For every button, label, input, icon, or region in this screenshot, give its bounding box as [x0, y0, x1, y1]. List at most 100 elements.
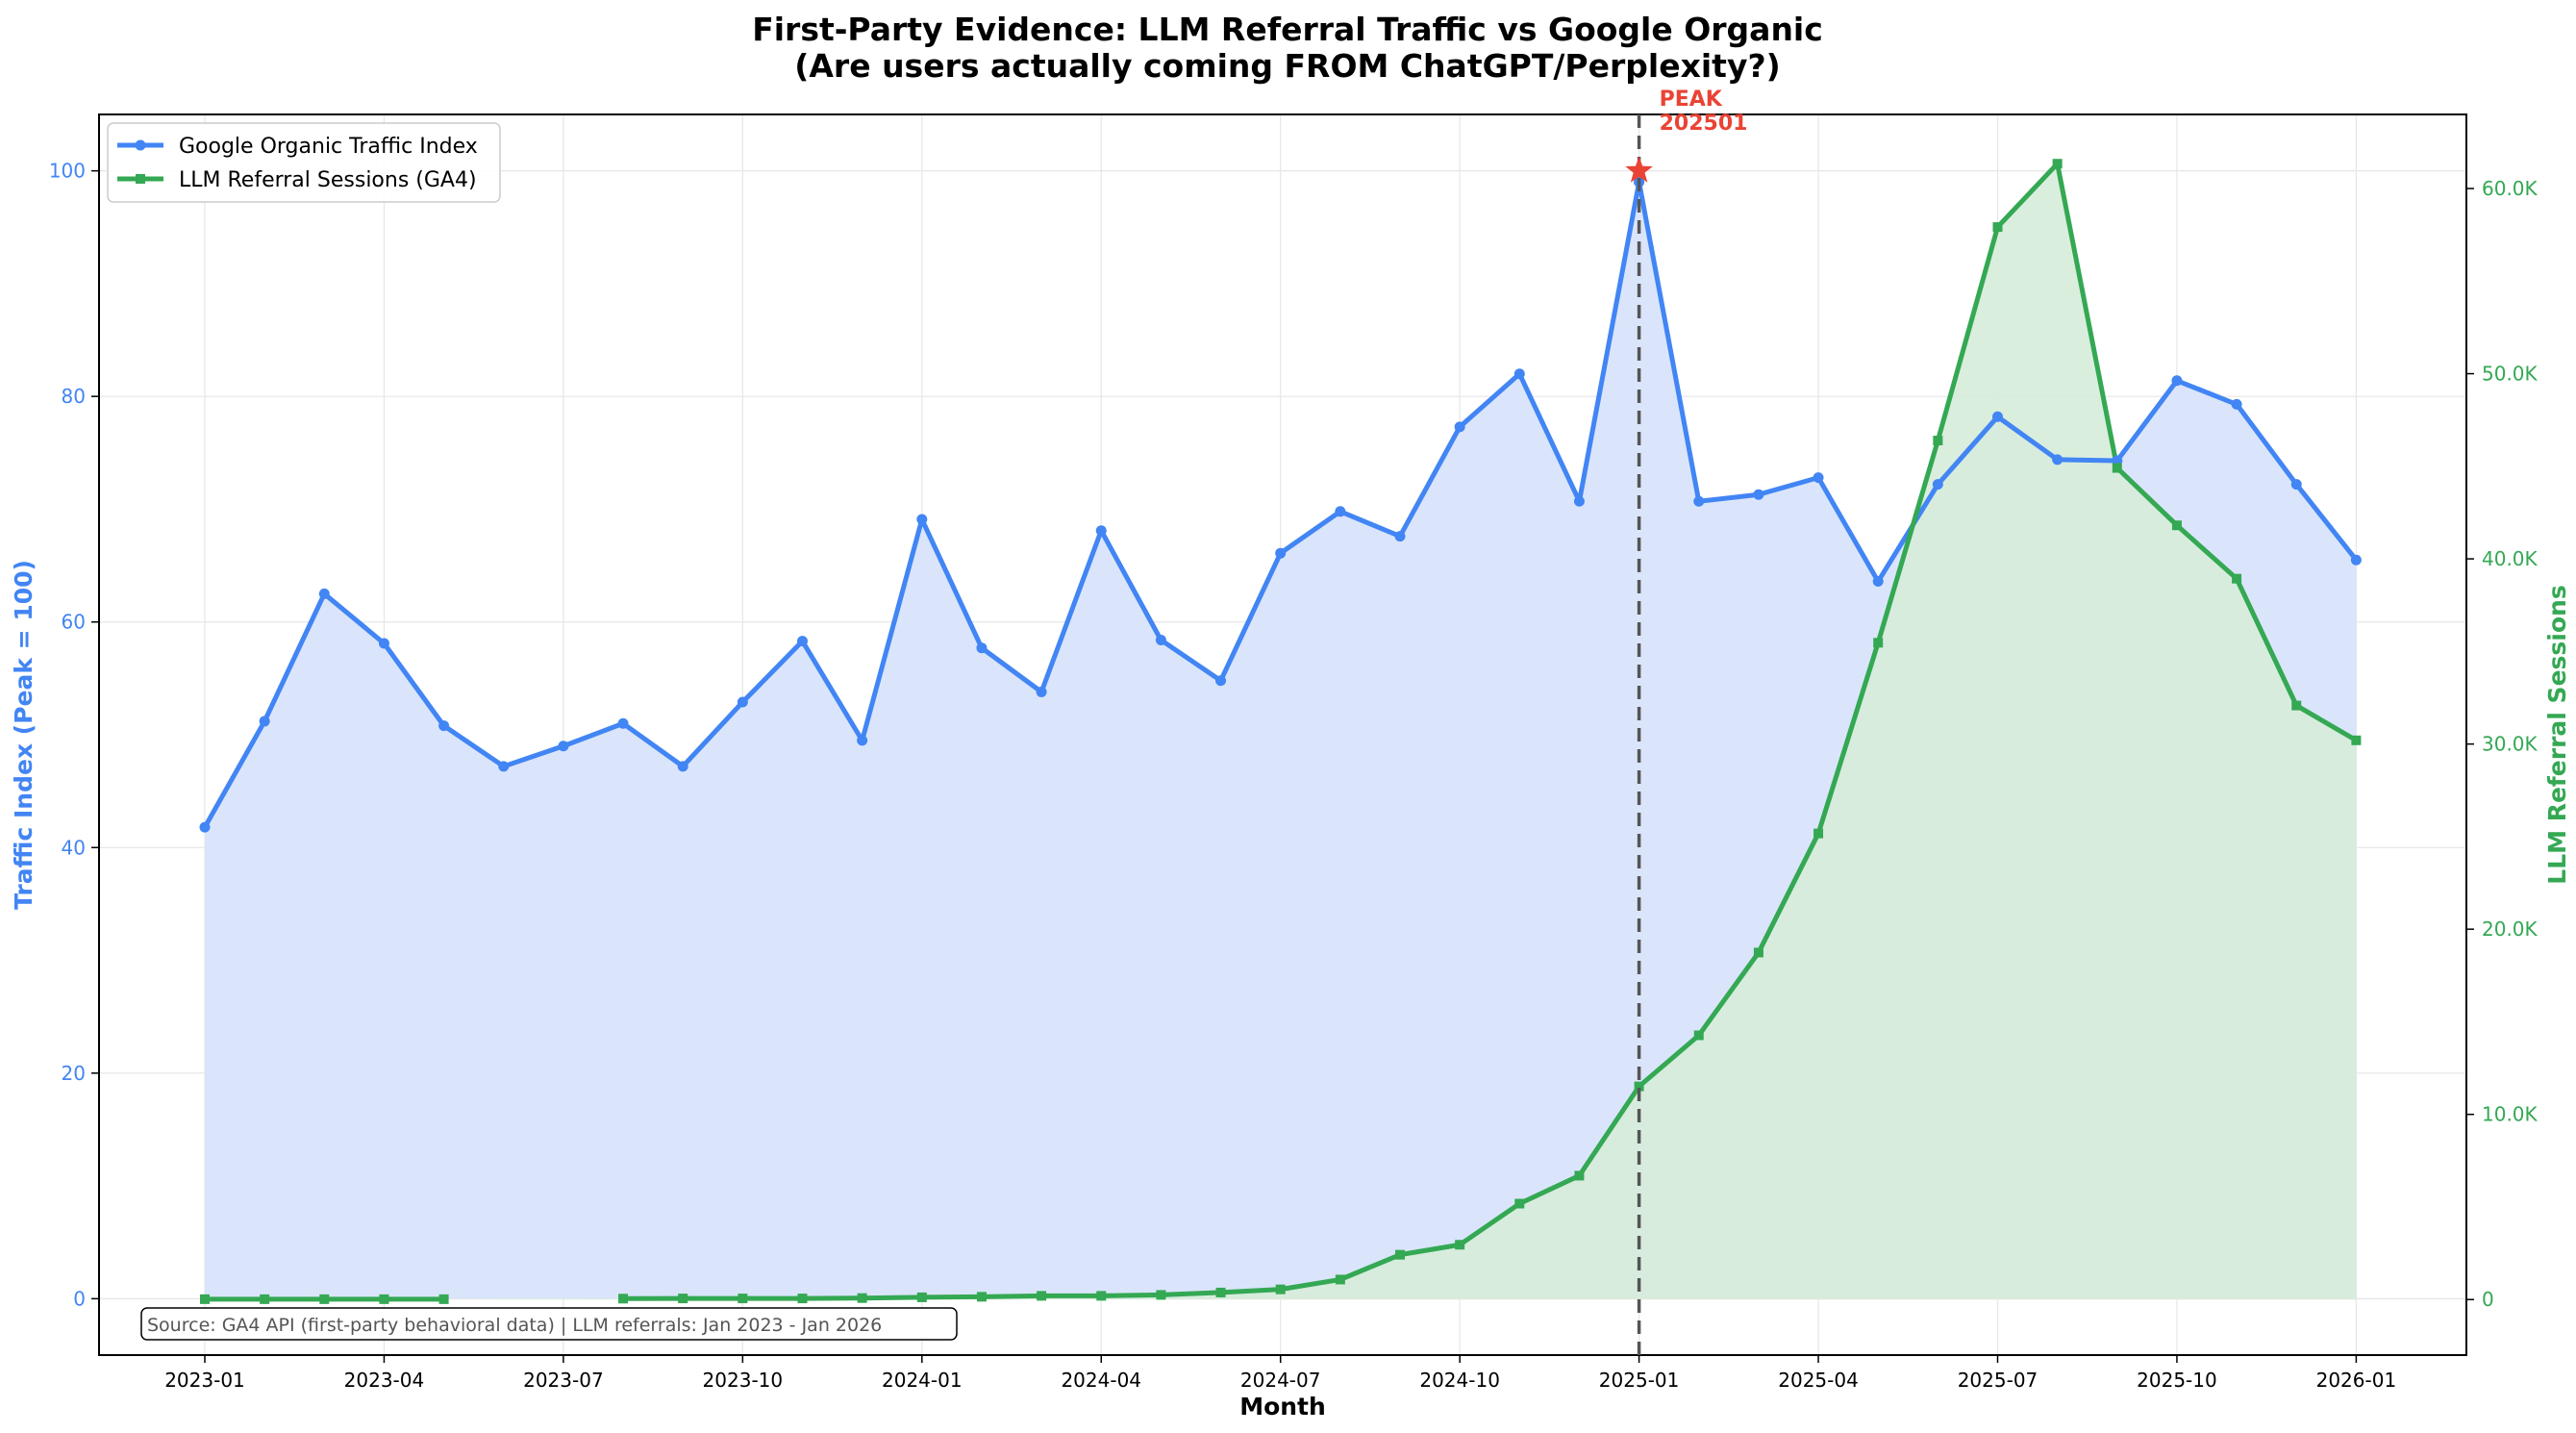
data-point-0: [498, 761, 510, 772]
data-point-1: [1634, 1081, 1644, 1092]
data-point-0: [438, 720, 450, 732]
y-left-tick-label: 60: [62, 611, 86, 634]
y-left-tick-label: 20: [62, 1062, 86, 1085]
data-point-1: [2052, 159, 2063, 169]
data-point-1: [379, 1294, 389, 1304]
data-point-1: [2112, 463, 2122, 473]
y-right-axis-label: LLM Referral Sessions: [2543, 585, 2571, 884]
data-point-1: [1037, 1291, 1047, 1301]
data-point-0: [1095, 525, 1107, 537]
data-point-1: [797, 1294, 808, 1304]
data-point-0: [199, 821, 211, 833]
data-point-0: [916, 514, 928, 525]
data-point-0: [1215, 675, 1227, 687]
x-tick-label: 2024-10: [1419, 1369, 1500, 1392]
series-area-1: [205, 163, 2357, 1300]
y-left-axis-label: Traffic Index (Peak = 100): [10, 560, 38, 910]
data-point-0: [1813, 472, 1824, 484]
x-tick-label: 2026-01: [2316, 1369, 2397, 1392]
data-point-1: [319, 1294, 330, 1304]
data-point-0: [2290, 479, 2302, 490]
data-point-0: [1992, 411, 2003, 422]
data-point-1: [2291, 700, 2302, 711]
data-point-0: [1573, 495, 1585, 507]
x-tick-label: 2024-07: [1240, 1369, 1321, 1392]
data-point-0: [2052, 454, 2063, 465]
legend-marker-0: [135, 139, 146, 151]
data-point-1: [1574, 1170, 1585, 1181]
legend-box: [107, 122, 501, 203]
data-point-1: [200, 1294, 210, 1304]
x-tick-label: 2025-07: [1958, 1369, 2038, 1392]
data-point-0: [1872, 576, 1884, 588]
x-tick-label: 2025-10: [2137, 1369, 2217, 1392]
data-point-0: [1932, 479, 1943, 490]
data-point-0: [2231, 398, 2242, 410]
data-point-0: [1513, 368, 1525, 380]
data-point-1: [618, 1294, 629, 1304]
data-point-1: [916, 1292, 927, 1302]
data-point-1: [1275, 1284, 1286, 1295]
data-point-1: [1395, 1249, 1405, 1260]
y-right-tick-label: 60.0K: [2482, 177, 2538, 200]
data-point-0: [1335, 506, 1346, 517]
x-tick-label: 2023-07: [523, 1369, 604, 1392]
data-point-1: [260, 1294, 270, 1304]
data-point-1: [857, 1293, 867, 1303]
y-left-tick-label: 0: [73, 1287, 86, 1310]
data-point-1: [1992, 222, 2003, 233]
y-right-tick-label: 20.0K: [2482, 918, 2538, 941]
data-point-1: [976, 1292, 987, 1302]
chart-title: First-Party Evidence: LLM Referral Traff…: [752, 11, 1823, 48]
data-point-1: [2351, 735, 2362, 745]
data-point-0: [2171, 375, 2183, 387]
data-point-1: [1693, 1030, 1704, 1041]
data-point-1: [1096, 1291, 1107, 1301]
data-point-0: [1275, 547, 1287, 559]
source-note: Source: GA4 API (first-party behavioral …: [147, 1315, 882, 1336]
y-left-tick-label: 100: [49, 160, 86, 183]
data-point-0: [378, 638, 389, 649]
data-point-1: [1455, 1240, 1465, 1250]
data-point-0: [1394, 531, 1406, 542]
y-right-tick-label: 40.0K: [2482, 547, 2538, 570]
legend-label-1: LLM Referral Sessions (GA4): [179, 168, 477, 192]
peak-star-icon: [1625, 156, 1653, 183]
peak-label: 202501: [1660, 112, 1748, 136]
y-left-tick-label: 80: [62, 385, 86, 408]
data-point-0: [737, 696, 748, 708]
y-right-tick-label: 50.0K: [2482, 363, 2538, 386]
x-tick-label: 2024-04: [1061, 1369, 1141, 1392]
legend-marker-1: [136, 174, 145, 184]
data-point-1: [1335, 1274, 1345, 1285]
data-point-1: [1933, 436, 1943, 446]
data-point-0: [797, 636, 808, 647]
data-point-0: [617, 717, 629, 729]
data-point-0: [1155, 634, 1166, 645]
legend-label-0: Google Organic Traffic Index: [179, 135, 478, 159]
data-point-0: [1753, 489, 1764, 500]
source-note-box: [140, 1307, 958, 1341]
data-point-1: [1753, 947, 1763, 958]
x-tick-label: 2023-01: [164, 1369, 245, 1392]
data-point-1: [438, 1294, 449, 1304]
x-tick-label: 2023-10: [703, 1369, 784, 1392]
y-right-tick-label: 0: [2482, 1288, 2494, 1311]
data-point-0: [976, 642, 988, 654]
data-point-1: [678, 1294, 688, 1304]
data-point-1: [1873, 638, 1884, 648]
data-point-1: [738, 1294, 748, 1304]
x-tick-label: 2024-01: [882, 1369, 963, 1392]
data-point-1: [1813, 828, 1824, 839]
chart-subtitle: (Are users actually coming FROM ChatGPT/…: [794, 47, 1780, 85]
x-tick-label: 2023-04: [344, 1369, 425, 1392]
peak-label: PEAK: [1660, 88, 1723, 112]
x-tick-label: 2025-01: [1599, 1369, 1680, 1392]
plot-frame: [98, 113, 2467, 1356]
data-point-0: [857, 735, 868, 746]
y-right-tick-label: 10.0K: [2482, 1103, 2538, 1126]
data-point-1: [2171, 520, 2182, 531]
data-point-0: [1036, 686, 1047, 697]
